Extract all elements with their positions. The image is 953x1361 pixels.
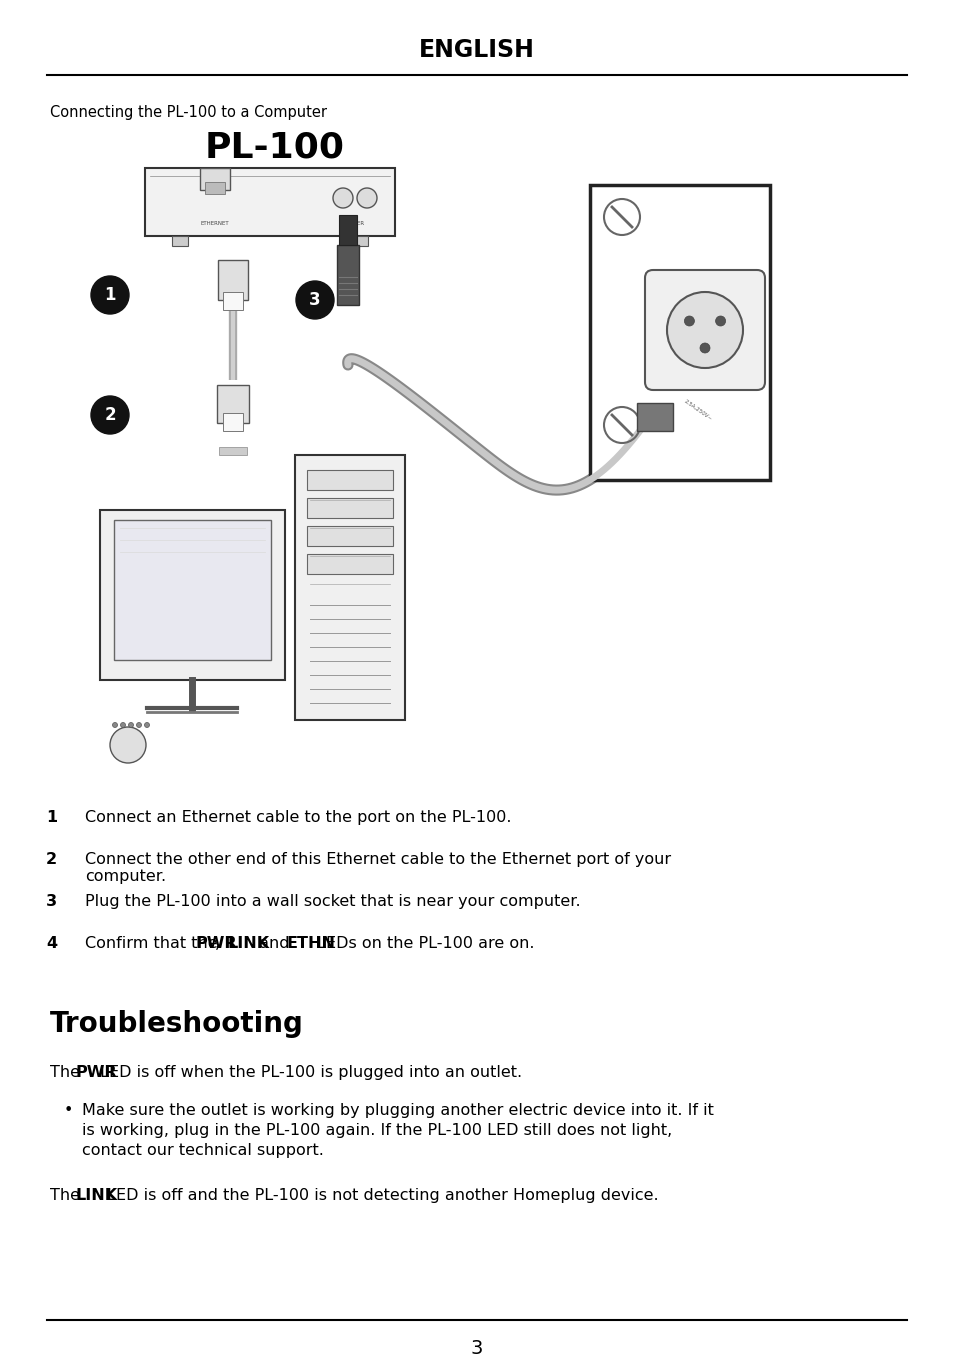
FancyBboxPatch shape [100,510,285,680]
Bar [205,182,225,195]
Circle shape [144,723,150,728]
FancyBboxPatch shape [644,269,764,391]
Text: POWER: POWER [345,220,365,226]
Bar [218,260,248,299]
Bar [200,167,230,191]
Bar [172,235,188,246]
Text: LED is off when the PL-100 is plugged into an outlet.: LED is off when the PL-100 is plugged in… [95,1066,522,1081]
Text: 2: 2 [46,852,57,867]
Text: PWR: PWR [195,936,237,951]
Text: LED is off and the PL-100 is not detecting another Homeplug device.: LED is off and the PL-100 is not detecti… [102,1188,658,1203]
Text: Connecting the PL-100 to a Computer: Connecting the PL-100 to a Computer [50,105,327,120]
Text: •: • [63,1102,72,1117]
Circle shape [112,723,117,728]
Text: LEDs on the PL-100 are on.: LEDs on the PL-100 are on. [313,936,535,951]
Bar [307,498,393,519]
Circle shape [683,316,694,327]
Text: Connect an Ethernet cable to the port on the PL-100.: Connect an Ethernet cable to the port on… [85,810,511,825]
Bar [336,245,358,305]
Text: 1: 1 [46,810,57,825]
Bar [223,412,243,431]
Bar [145,167,395,235]
Bar [219,446,247,455]
Text: ETHERNET: ETHERNET [200,220,229,226]
Text: PL-100: PL-100 [205,131,345,163]
Circle shape [715,316,725,327]
Bar [307,554,393,574]
Text: Plug the PL-100 into a wall socket that is near your computer.: Plug the PL-100 into a wall socket that … [85,894,580,909]
Text: 3: 3 [309,291,320,309]
Text: Confirm that the: Confirm that the [85,936,222,951]
Bar [589,185,769,480]
Text: Connect the other end of this Ethernet cable to the Ethernet port of your
comput: Connect the other end of this Ethernet c… [85,852,670,885]
Text: 4: 4 [46,936,57,951]
Bar [307,525,393,546]
Text: ENGLISH: ENGLISH [418,38,535,63]
Circle shape [333,188,353,208]
Bar [352,235,368,246]
Text: 3: 3 [46,894,57,909]
Text: 1: 1 [104,286,115,304]
Circle shape [110,727,146,764]
Text: The: The [50,1188,85,1203]
Bar [637,403,672,431]
Text: and: and [253,936,294,951]
Text: 3: 3 [471,1338,482,1357]
Circle shape [136,723,141,728]
Bar [294,455,405,720]
Bar [113,520,271,660]
Text: 2.5A,250V~: 2.5A,250V~ [682,399,712,422]
Text: ETHN: ETHN [286,936,335,951]
Bar [216,385,249,423]
Circle shape [666,293,742,367]
Circle shape [700,343,709,352]
Circle shape [91,276,129,314]
Text: LINK: LINK [228,936,270,951]
Circle shape [129,723,133,728]
Text: ,: , [214,936,225,951]
Text: 2: 2 [104,406,115,425]
Circle shape [120,723,126,728]
Circle shape [91,396,129,434]
Bar [223,293,243,310]
Bar [338,215,356,245]
Text: The: The [50,1066,85,1081]
Text: Troubleshooting: Troubleshooting [50,1010,304,1038]
Circle shape [356,188,376,208]
Text: Make sure the outlet is working by plugging another electric device into it. If : Make sure the outlet is working by plugg… [82,1102,713,1158]
Circle shape [295,280,334,318]
Bar [307,470,393,490]
Text: LINK: LINK [76,1188,118,1203]
Text: PWR: PWR [76,1066,117,1081]
